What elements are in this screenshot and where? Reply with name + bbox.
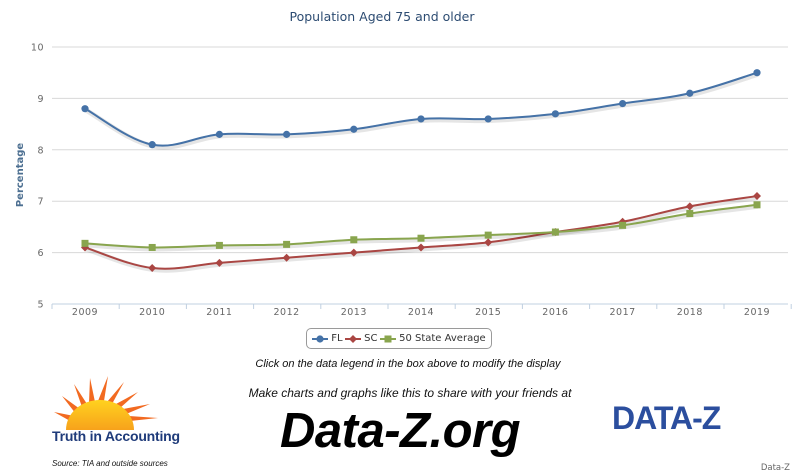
y-axis-label: Percentage [15, 143, 26, 208]
gridlines [52, 46, 788, 305]
data-point [350, 236, 358, 244]
x-tick-label: 2014 [408, 307, 434, 318]
legend-marker [384, 335, 392, 342]
x-tick-label: 2015 [475, 307, 501, 318]
x-tick-label: 2018 [677, 307, 703, 318]
data-point [349, 248, 358, 257]
legend-item[interactable]: FL [312, 333, 343, 344]
data-point [148, 141, 156, 149]
data-point [484, 115, 492, 123]
y-tick-label: 5 [37, 300, 44, 311]
data-point [215, 241, 223, 249]
data-point [753, 69, 761, 77]
series-line-shadow [85, 203, 759, 252]
legend-label: FL [331, 333, 343, 344]
data-point [619, 221, 627, 229]
x-axis: 2009 2010 2011 2012 2013 2014 2015 2016 2017 2018… [51, 303, 792, 318]
x-tick-label: 2019 [744, 307, 770, 318]
legend-item[interactable]: SC [345, 333, 378, 344]
series-line [84, 195, 758, 270]
data-point [148, 264, 157, 273]
y-tick-label: 6 [37, 248, 44, 259]
x-tick-label: 2017 [610, 307, 636, 318]
sun-logo-icon [54, 376, 158, 430]
data-point [551, 228, 559, 236]
y-tick-label: 10 [31, 43, 44, 54]
y-tick-label: 7 [37, 197, 44, 208]
chart-title: Population Aged 75 and older [290, 9, 476, 24]
data-point [753, 201, 761, 209]
y-axis-ticks: 5 6 7 8 9 10 [31, 43, 44, 311]
site-link[interactable]: Data-Z.org [280, 404, 521, 458]
series-line [84, 71, 758, 147]
x-tick-label: 2012 [274, 307, 300, 318]
legend-hint-text: Click on the data legend in the box abov… [255, 358, 561, 370]
y-tick-label: 8 [37, 145, 44, 156]
data-point [350, 125, 358, 133]
series-line-shadow [84, 71, 759, 150]
legend-circle-icon [312, 334, 329, 343]
data-point [282, 253, 291, 262]
data-point [417, 115, 425, 123]
tia-logo-text: Truth in Accounting [52, 428, 180, 444]
data-point [484, 231, 492, 239]
data-point [81, 105, 89, 113]
data-point [215, 130, 223, 138]
data-point [619, 99, 627, 108]
legend-marker [349, 334, 358, 343]
data-point [283, 240, 291, 248]
legend-label: 50 State Average [399, 333, 486, 344]
y-tick-label: 9 [37, 94, 44, 105]
data-point [753, 192, 761, 201]
chart-legend[interactable]: FL SC 50 State Average [306, 328, 492, 349]
credit-text: Data-Z [760, 463, 790, 473]
legend-diamond-icon [345, 334, 362, 343]
x-tick-label: 2009 [72, 307, 98, 318]
x-tick-label: 2010 [139, 307, 165, 318]
data-point [215, 258, 224, 267]
x-tick-label: 2013 [341, 307, 367, 318]
data-point [551, 110, 560, 118]
legend-marker [316, 334, 324, 343]
series-sc [81, 192, 761, 273]
data-point [148, 243, 156, 251]
data-point [685, 202, 694, 211]
series-fl [81, 69, 761, 150]
data-point [417, 243, 425, 252]
x-tick-label: 2016 [542, 307, 568, 318]
legend-item[interactable]: 50 State Average [380, 333, 486, 344]
series-50-state-average [81, 201, 761, 252]
data-point [417, 234, 425, 242]
data-z-logo: DATA-Z [612, 401, 722, 435]
data-point [484, 238, 493, 247]
line-chart: Population Aged 75 and older Percentage … [15, 9, 792, 318]
share-text: Make charts and graphs like this to shar… [248, 386, 572, 400]
data-point [686, 89, 694, 97]
legend-label: SC [364, 333, 378, 344]
series-layer [81, 69, 761, 273]
data-point [283, 130, 291, 138]
series-line-shadow [85, 195, 759, 273]
data-point [686, 210, 694, 218]
source-note: Source: TIA and outside sources [52, 459, 168, 468]
x-tick-label: 2011 [206, 307, 232, 318]
legend-square-icon [380, 335, 397, 342]
data-point [81, 239, 89, 247]
data-z-logo-text: DATA-Z [612, 401, 721, 435]
